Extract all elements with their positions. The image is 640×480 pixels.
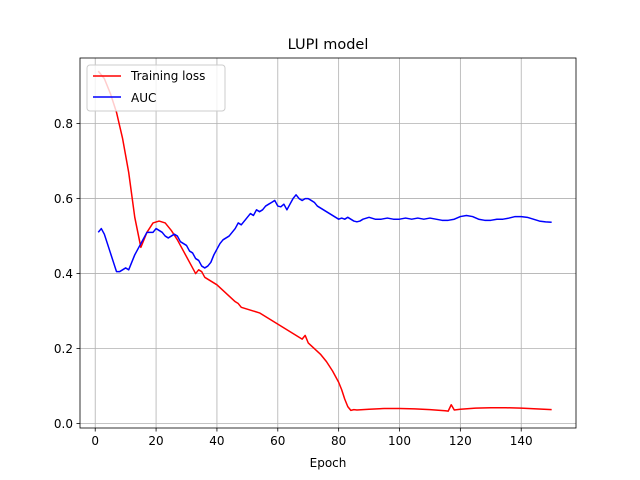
x-tick-label: 120	[449, 434, 472, 448]
plot-lines	[97, 70, 552, 412]
y-tick-label: 0.8	[54, 117, 73, 131]
x-tick-label: 100	[388, 434, 411, 448]
x-tick-label: 60	[270, 434, 285, 448]
x-tick-label: 40	[209, 434, 224, 448]
y-tick-label: 0.2	[54, 342, 73, 356]
legend-label-training-loss: Training loss	[130, 69, 205, 83]
x-axis-ticks: 0 20 40 60 80 100 120 140	[91, 428, 533, 448]
y-axis-ticks: 0.0 0.2 0.4 0.6 0.8	[54, 117, 80, 431]
legend: Training loss AUC	[86, 64, 226, 112]
plot-frame	[79, 57, 577, 429]
legend-box	[86, 64, 226, 112]
legend-label-auc: AUC	[131, 91, 156, 105]
y-tick-label: 0.4	[54, 267, 73, 281]
x-axis-label: Epoch	[310, 456, 347, 470]
x-tick-label: 80	[331, 434, 346, 448]
x-tick-label: 20	[148, 434, 163, 448]
x-tick-label: 140	[510, 434, 533, 448]
auc-line	[97, 194, 552, 273]
chart-title: LUPI model	[288, 37, 369, 53]
y-tick-label: 0.0	[54, 417, 73, 431]
y-tick-label: 0.6	[54, 192, 73, 206]
x-tick-label: 0	[91, 434, 99, 448]
grid-lines	[80, 58, 576, 428]
training-loss-line	[97, 70, 552, 412]
